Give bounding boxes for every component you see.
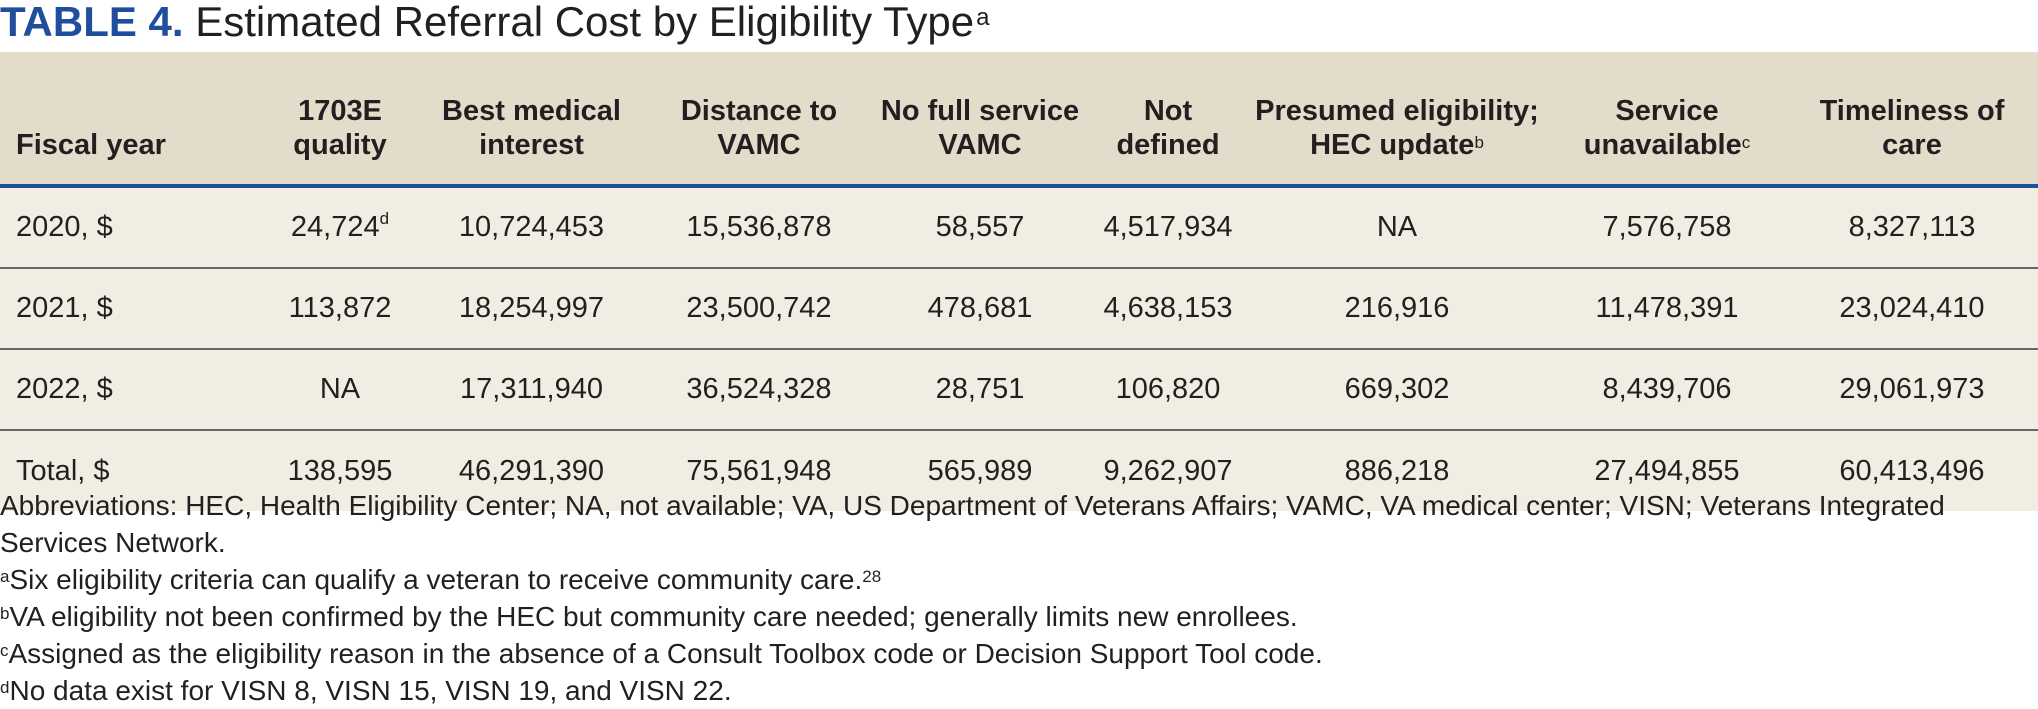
table-cell: 7,576,758 xyxy=(1548,186,1786,269)
table-cell: 36,524,328 xyxy=(648,349,870,431)
table-cell: 4,638,153 xyxy=(1090,268,1246,350)
table-cell: 10,724,453 xyxy=(415,186,648,269)
header-row: Fiscal year 1703E quality Best medical i… xyxy=(0,52,2038,188)
table-cell: 138,595 xyxy=(265,430,415,511)
table-cell: 2020, $ xyxy=(0,186,265,269)
col-service-unavailable: Service unavailablec xyxy=(1548,52,1786,188)
footnote-c: cAssigned as the eligibility reason in t… xyxy=(0,638,1323,669)
table-cell: 4,517,934 xyxy=(1090,186,1246,269)
col-no-full-service-vamc: No full service VAMC xyxy=(870,52,1090,188)
table-cell: NA xyxy=(1246,186,1548,269)
col-1703e-quality: 1703E quality xyxy=(265,52,415,188)
table-cell: 23,024,410 xyxy=(1786,268,2038,350)
table-number: TABLE 4. xyxy=(0,0,184,45)
footnote-a: aSix eligibility criteria can qualify a … xyxy=(0,564,882,595)
footnote-b: bVA eligibility not been confirmed by th… xyxy=(0,601,1298,632)
table-cell: 113,872 xyxy=(265,268,415,350)
table-cell: 2021, $ xyxy=(0,268,265,350)
table-cell: NA xyxy=(265,349,415,431)
table-cell: 17,311,940 xyxy=(415,349,648,431)
table-cell: 28,751 xyxy=(870,349,1090,431)
col-not-defined: Not defined xyxy=(1090,52,1246,188)
table-cell: 15,536,878 xyxy=(648,186,870,269)
col-distance-to-vamc: Distance to VAMC xyxy=(648,52,870,188)
table-cell: 886,218 xyxy=(1246,430,1548,511)
table-cell: 8,439,706 xyxy=(1548,349,1786,431)
table-cell: 216,916 xyxy=(1246,268,1548,350)
table-cell: 58,557 xyxy=(870,186,1090,269)
table-row: 2021, $ 113,872 18,254,997 23,500,742 47… xyxy=(0,268,2038,350)
col-best-medical-interest: Best medical interest xyxy=(415,52,648,188)
abbreviations-note: Abbreviations: HEC, Health Eligibility C… xyxy=(0,490,1945,558)
referral-cost-table: Fiscal year 1703E quality Best medical i… xyxy=(0,52,2038,511)
col-fiscal-year: Fiscal year xyxy=(0,52,265,188)
table-cell: 46,291,390 xyxy=(415,430,648,511)
table-cell: 23,500,742 xyxy=(648,268,870,350)
col-timeliness-of-care: Timeliness of care xyxy=(1786,52,2038,188)
table-caption: Estimated Referral Cost by Eligibility T… xyxy=(195,0,975,45)
table-cell: 60,413,496 xyxy=(1786,430,2038,511)
footnote-d: dNo data exist for VISN 8, VISN 15, VISN… xyxy=(0,675,732,706)
table-cell: Total, $ xyxy=(0,430,265,511)
table-row: 2020, $ 24,724d 10,724,453 15,536,878 58… xyxy=(0,186,2038,269)
table-cell: 2022, $ xyxy=(0,349,265,431)
table-notes: Abbreviations: HEC, Health Eligibility C… xyxy=(0,487,2038,709)
table-cell: 18,254,997 xyxy=(415,268,648,350)
table-cell: 565,989 xyxy=(870,430,1090,511)
col-presumed-eligibility: Presumed eligibility; HEC updateb xyxy=(1246,52,1548,188)
table-cell: 27,494,855 xyxy=(1548,430,1786,511)
table-cell: 669,302 xyxy=(1246,349,1548,431)
title-footnote-mark: a xyxy=(976,4,990,31)
table-cell: 8,327,113 xyxy=(1786,186,2038,269)
table-cell: 29,061,973 xyxy=(1786,349,2038,431)
table-cell: 106,820 xyxy=(1090,349,1246,431)
table-cell: 11,478,391 xyxy=(1548,268,1786,350)
table-cell: 24,724d xyxy=(265,186,415,269)
table-cell: 75,561,948 xyxy=(648,430,870,511)
table-title: TABLE 4. Estimated Referral Cost by Elig… xyxy=(0,0,989,50)
table-cell: 478,681 xyxy=(870,268,1090,350)
table-row-total: Total, $ 138,595 46,291,390 75,561,948 5… xyxy=(0,430,2038,511)
table-cell: 9,262,907 xyxy=(1090,430,1246,511)
table-row: 2022, $ NA 17,311,940 36,524,328 28,751 … xyxy=(0,349,2038,431)
